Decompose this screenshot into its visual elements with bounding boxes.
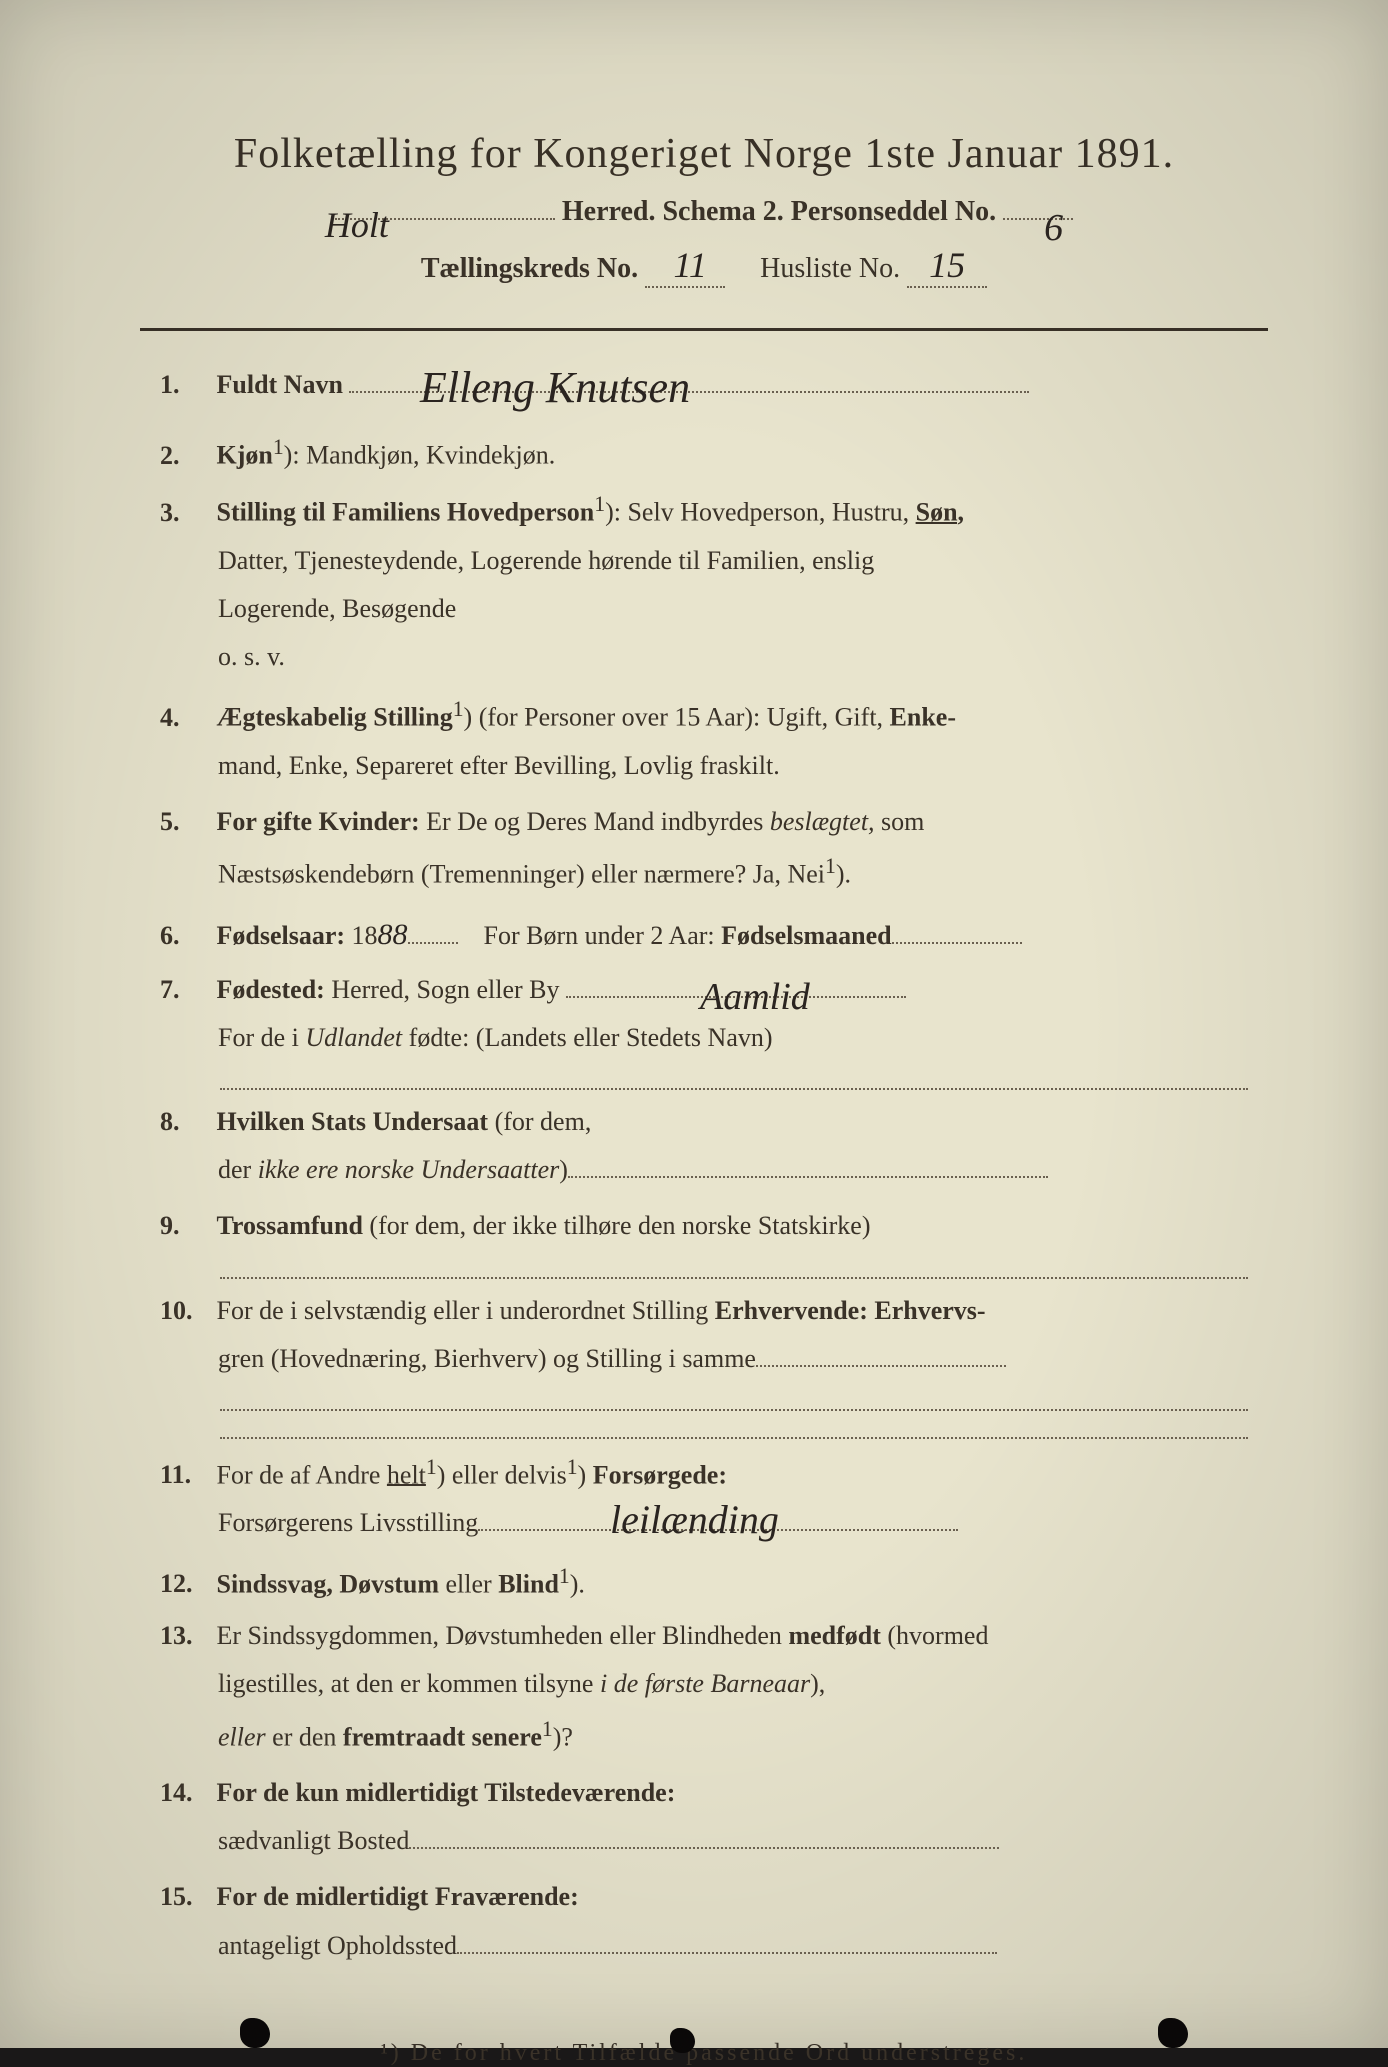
item-13: 13. Er Sindssygdommen, Døvstumheden elle… — [160, 1612, 1248, 1761]
item-6: 6. Fødselsaar: 1888 For Børn under 2 Aar… — [160, 907, 1248, 963]
item-11: 11. For de af Andre helt1) eller delvis1… — [160, 1447, 1248, 1548]
item-9: 9. Trossamfund (for dem, der ikke tilhør… — [160, 1202, 1248, 1278]
divider-top — [140, 328, 1268, 331]
form-content: 1. Fuldt Navn Elleng Knutsen 2. Kjøn1): … — [140, 361, 1268, 1970]
year-handwritten: 88 — [378, 918, 408, 951]
item-7: 7. Fødested: Herred, Sogn eller By Aamli… — [160, 966, 1248, 1090]
birthplace-handwritten: Aamlid — [700, 962, 810, 1032]
item-12: 12. Sindssvag, Døvstum eller Blind1). — [160, 1556, 1248, 1609]
kreds-label: Tællingskreds No. — [421, 253, 638, 284]
item-15: 15. For de midlertidigt Fraværende: anta… — [160, 1873, 1248, 1969]
item-8: 8. Hvilken Stats Undersaat (for dem, der… — [160, 1098, 1248, 1194]
header-line3: Tællingskreds No. 11 Husliste No. 15 — [140, 244, 1268, 288]
item-2: 2. Kjøn1): Mandkjøn, Kvindekjøn. — [160, 427, 1248, 480]
census-form-page: Folketælling for Kongeriget Norge 1ste J… — [0, 0, 1388, 2048]
item-3: 3. Stilling til Familiens Hovedperson1):… — [160, 484, 1248, 681]
livsstilling-handwritten: leilænding — [610, 1483, 779, 1557]
item-14: 14. For de kun midlertidigt Tilstedevære… — [160, 1769, 1248, 1865]
footnote: ¹) De for hvert Tilfælde passende Ord un… — [140, 2040, 1268, 2067]
name-handwritten: Elleng Knutsen — [420, 347, 690, 428]
kreds-no-handwritten: 11 — [673, 245, 706, 285]
item-10: 10. For de i selvstændig eller i underor… — [160, 1287, 1248, 1439]
form-header: Folketælling for Kongeriget Norge 1ste J… — [140, 130, 1268, 288]
page-damage — [240, 2018, 270, 2048]
item-5: 5. For gifte Kvinder: Er De og Deres Man… — [160, 798, 1248, 899]
form-title: Folketælling for Kongeriget Norge 1ste J… — [140, 130, 1268, 178]
item-1: 1. Fuldt Navn Elleng Knutsen — [160, 361, 1248, 409]
husliste-label: Husliste No. — [760, 253, 900, 284]
item-4: 4. Ægteskabelig Stilling1) (for Personer… — [160, 689, 1248, 790]
page-damage — [1158, 2018, 1188, 2048]
header-line2: Holt Herred. Schema 2. Personseddel No. … — [140, 196, 1268, 228]
page-damage — [670, 2028, 695, 2053]
herred-handwritten: Holt — [325, 204, 389, 246]
husliste-no-handwritten: 15 — [929, 245, 965, 285]
header-line2-text: Herred. Schema 2. Personseddel No. — [562, 196, 996, 227]
